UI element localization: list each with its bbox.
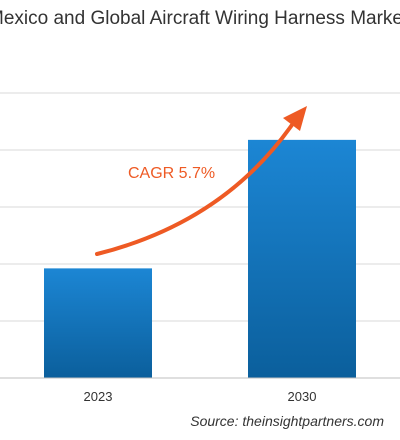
x-tick-label-2023: 2023 [84,389,113,404]
x-tick-label-2030: 2030 [288,389,317,404]
bar-2023 [44,268,152,378]
chart-title: Mexico and Global Aircraft Wiring Harnes… [0,8,400,29]
cagr-arrow [95,120,296,256]
bar-2030 [248,139,356,378]
bars [44,139,356,378]
cagr-arrowhead [283,106,307,131]
x-axis: 2023 2030 [0,377,400,404]
source-note: Source: theinsightpartners.com [190,413,384,429]
cagr-label: CAGR 5.7% [128,165,215,182]
